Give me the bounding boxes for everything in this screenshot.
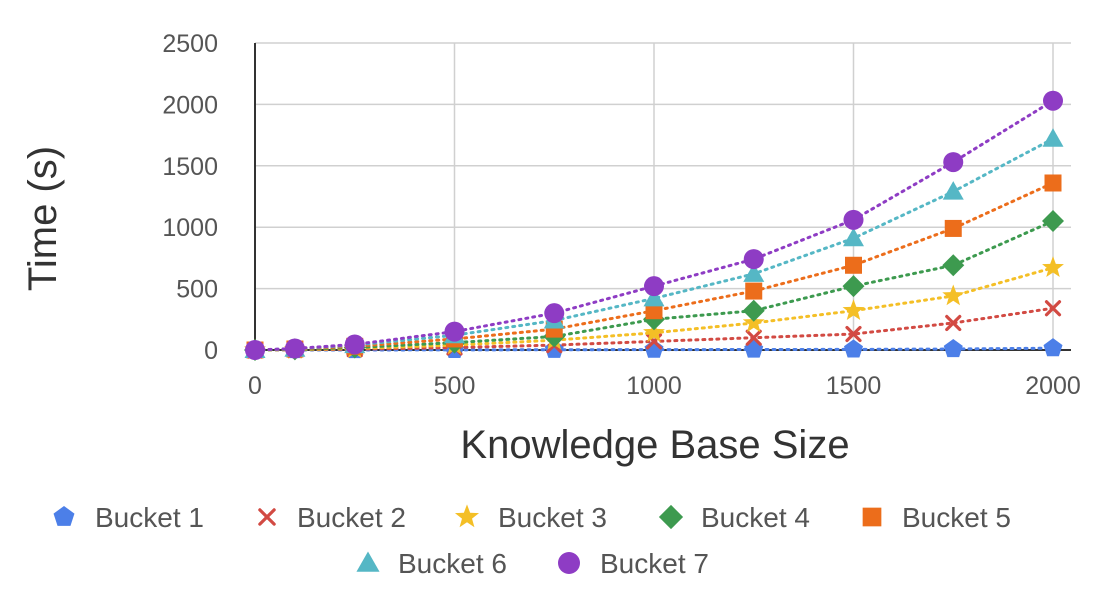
- x-stroke: [258, 508, 276, 526]
- grid: [255, 42, 1071, 350]
- y-tick-label: 500: [176, 276, 218, 304]
- data-point: [745, 282, 763, 300]
- data-point: [943, 339, 963, 358]
- x-tick-label: 1000: [626, 372, 682, 400]
- data-point: [842, 299, 865, 321]
- legend-item: Bucket 4: [658, 502, 810, 533]
- x-stroke: [745, 329, 762, 346]
- data-point: [845, 325, 862, 343]
- data-point: [444, 321, 465, 342]
- data-point: [742, 299, 765, 322]
- legend-item: Bucket 1: [53, 502, 204, 533]
- data-point: [942, 284, 965, 306]
- y-tick-label: 1000: [162, 214, 218, 242]
- legend-label: Bucket 1: [95, 502, 204, 533]
- data-point: [544, 303, 565, 324]
- x-tick-label: 0: [248, 372, 262, 400]
- data-point: [53, 506, 75, 526]
- data-point: [1042, 128, 1064, 147]
- legend-label: Bucket 5: [902, 502, 1011, 533]
- data-point: [743, 263, 765, 282]
- data-point: [862, 507, 882, 527]
- legend-item: Bucket 5: [862, 502, 1011, 533]
- legend-label: Bucket 2: [297, 502, 406, 533]
- y-tick-label: 1500: [162, 153, 218, 181]
- data-point: [1043, 90, 1063, 111]
- y-axis-title: Time (s): [21, 146, 65, 291]
- data-point: [658, 504, 684, 530]
- data-point: [1044, 300, 1062, 317]
- legend: Bucket 1 Bucket 2 Bucket 3 Bucket 4 Bucket 5…: [53, 502, 1011, 579]
- data-point: [356, 551, 380, 572]
- data-point: [943, 152, 964, 173]
- legend-label: Bucket 3: [498, 502, 607, 533]
- data-point: [454, 504, 480, 528]
- data-point: [1042, 210, 1064, 233]
- plot-area: [244, 90, 1064, 361]
- data-point: [344, 334, 365, 355]
- data-point: [643, 287, 665, 307]
- legend-item: Bucket 6: [356, 548, 507, 579]
- data-point: [742, 311, 765, 333]
- data-point: [558, 552, 580, 574]
- data-point: [945, 314, 962, 332]
- legend-label: Bucket 6: [398, 548, 507, 579]
- data-point: [1042, 256, 1064, 278]
- legend-item: Bucket 3: [454, 502, 607, 533]
- y-tick-label: 2000: [162, 91, 218, 119]
- y-tick-label: 2500: [162, 30, 218, 58]
- series-7: [245, 90, 1063, 360]
- x-stroke: [845, 325, 862, 343]
- axes: 0 500 1000 1500 2000 2500 0 500 1000 1500 2000: [162, 30, 1080, 400]
- data-point: [942, 181, 964, 200]
- y-tick-label: 0: [204, 337, 218, 365]
- data-point: [843, 339, 864, 358]
- data-point: [258, 508, 276, 526]
- legend-label: Bucket 4: [701, 502, 810, 533]
- data-point: [942, 254, 965, 277]
- data-point: [643, 321, 665, 343]
- data-point: [284, 338, 305, 359]
- x-axis-title: Knowledge Base Size: [460, 423, 849, 467]
- x-stroke: [1044, 300, 1062, 317]
- data-point: [644, 276, 664, 297]
- data-point: [843, 227, 864, 247]
- data-point: [845, 256, 862, 274]
- data-point: [745, 329, 762, 346]
- data-point: [245, 340, 265, 360]
- data-point: [944, 219, 962, 237]
- data-point: [645, 302, 663, 320]
- x-tick-label: 500: [434, 372, 476, 400]
- data-point: [1043, 338, 1063, 357]
- series-line: [253, 99, 1055, 352]
- x-tick-label: 2000: [1025, 372, 1081, 400]
- legend-item: Bucket 7: [558, 548, 709, 579]
- x-stroke: [945, 314, 962, 332]
- data-point: [1044, 174, 1062, 192]
- legend-label: Bucket 7: [600, 548, 709, 579]
- x-tick-label: 1500: [826, 372, 882, 400]
- data-point: [843, 209, 864, 230]
- data-point: [743, 249, 764, 270]
- data-point: [842, 275, 865, 298]
- legend-item: Bucket 2: [258, 502, 406, 533]
